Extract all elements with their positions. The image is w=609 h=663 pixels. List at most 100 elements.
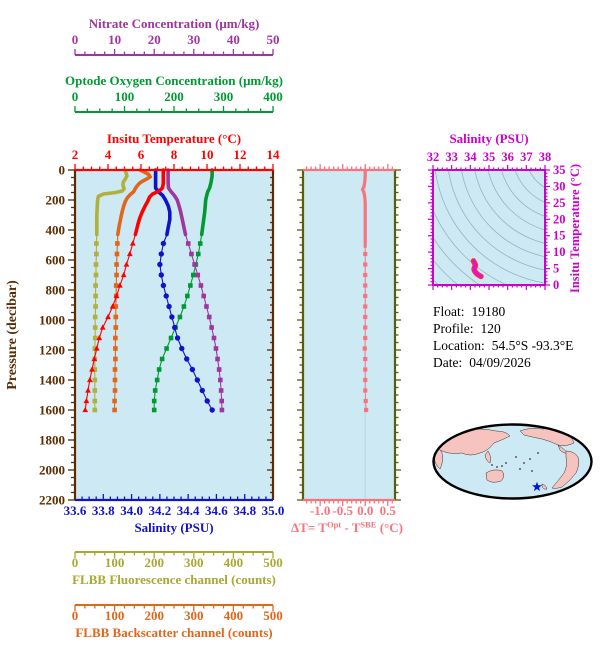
data-point: [93, 262, 99, 267]
profile-line: Profile: 120: [433, 320, 573, 337]
ts-temperature-tick-label: 0: [553, 278, 559, 292]
pressure-axis-title: Pressure (decibar): [5, 280, 20, 390]
data-point: [112, 367, 118, 372]
data-point: [113, 356, 118, 362]
pressure-tick-label: 1600: [39, 403, 65, 418]
data-point: [152, 388, 158, 393]
pressure-tick-label: 400: [46, 223, 66, 238]
data-point: [115, 241, 120, 246]
data-point: [209, 325, 214, 330]
data-point: [85, 387, 91, 393]
data-point: [158, 251, 164, 257]
nitrate-profile: [166, 168, 225, 413]
data-point: [91, 355, 98, 362]
ts-salinity-tick-label: 34: [464, 150, 477, 164]
data-point: [83, 397, 90, 404]
data-point: [215, 356, 220, 362]
nitrate-tick-label: 30: [187, 32, 200, 47]
data-point: [177, 314, 183, 320]
location-star-marker: [532, 481, 542, 492]
delta-t-axis-title: ΔT= TOpt - TSBE (°C): [291, 520, 403, 536]
backscatter-tick-label: 100: [105, 608, 125, 623]
ts-curve: [472, 259, 483, 278]
profile-label: Profile:: [433, 321, 474, 336]
data-point: [363, 262, 368, 267]
fluorescence-axis: 0 100 200 300 400 500 FLBB Fluorescence channe…: [72, 551, 283, 587]
data-point: [363, 388, 368, 393]
nitrate-tick-label: 40: [227, 32, 240, 47]
data-point: [93, 283, 98, 288]
data-point: [112, 398, 117, 404]
data-point: [99, 324, 106, 330]
data-point: [363, 335, 368, 341]
fluorescence-tick-label: 500: [263, 555, 283, 570]
data-point: [211, 335, 217, 341]
data-point: [363, 377, 368, 383]
date-label: Date:: [433, 355, 463, 370]
island: [530, 469, 534, 473]
data-point: [218, 377, 223, 383]
pressure-tick-label: 800: [46, 283, 66, 298]
oxygen-axis-title: Optode Oxygen Concentration (μm/kg): [65, 73, 283, 88]
float-id-line: Float: 19180: [433, 303, 573, 320]
delta-t-tick-label: -1.0: [310, 503, 331, 518]
data-point: [113, 304, 119, 309]
data-point: [160, 282, 167, 289]
world-map-group: [432, 423, 593, 500]
backscatter-tick-label: 0: [72, 608, 79, 623]
data-point: [198, 283, 204, 288]
temperature-tick-label: 14: [267, 147, 281, 162]
data-point: [166, 303, 172, 310]
fluorescence-tick-label: 300: [184, 555, 204, 570]
data-point: [364, 407, 369, 413]
data-point: [93, 293, 98, 299]
data-point: [169, 314, 175, 320]
fluorescence-tick-label: 400: [224, 555, 244, 570]
data-point: [92, 314, 98, 320]
float-label: Float:: [433, 304, 465, 319]
location-line: Location: 54.5°S -93.3°E: [433, 337, 573, 354]
ts-temperature-tick-label: 35: [553, 163, 566, 177]
nitrate-axis-title: Nitrate Concentration (μm/kg): [89, 16, 260, 31]
oxygen-tick-label: 300: [214, 89, 234, 104]
data-point: [123, 261, 130, 267]
data-point: [94, 251, 99, 257]
data-point: [363, 304, 368, 309]
pressure-tick-label: 2000: [39, 463, 65, 478]
salinity-tick-label: 33.6: [64, 503, 87, 518]
ts-salinity-axis-title: Salinity (PSU): [449, 131, 528, 146]
landmass: [485, 469, 504, 483]
salinity-tick-label: 34.4: [177, 503, 200, 518]
oxygen-profile-bold: [199, 168, 214, 237]
delta-t-tick-label: 0.5: [380, 503, 397, 518]
data-point: [159, 356, 165, 362]
data-point: [92, 325, 98, 330]
island: [522, 461, 526, 465]
data-point: [195, 272, 201, 278]
data-point: [363, 325, 368, 330]
ts-temperature-tick-label: 20: [553, 212, 566, 226]
temperature-axis-title: Insitu Temperature (°C): [107, 131, 241, 146]
landmass: [484, 450, 491, 464]
temperature-tick-label: 2: [72, 147, 79, 162]
temperature-profile: [82, 168, 166, 413]
data-point: [129, 240, 136, 246]
data-point: [92, 346, 98, 351]
oxygen-tick-label: 100: [115, 89, 135, 104]
backscatter-tick-label: 300: [184, 608, 204, 623]
temperature-axis: 2 4 6 8 10 12 14 Insitu Temperature (°C): [72, 131, 280, 170]
ts-temperature-axis-title: Insitu Temperature (°C): [568, 164, 582, 293]
landmass: [541, 483, 548, 490]
data-point: [93, 345, 100, 351]
landmass: [569, 428, 581, 436]
backscatter-axis-title: FLBB Backscatter channel (counts): [75, 625, 272, 640]
data-point: [92, 398, 98, 404]
data-point: [201, 293, 206, 299]
data-point: [168, 335, 174, 341]
data-point: [218, 388, 224, 393]
data-point: [363, 314, 368, 320]
data-point: [181, 304, 187, 309]
pressure-tick-label: 200: [46, 193, 66, 208]
